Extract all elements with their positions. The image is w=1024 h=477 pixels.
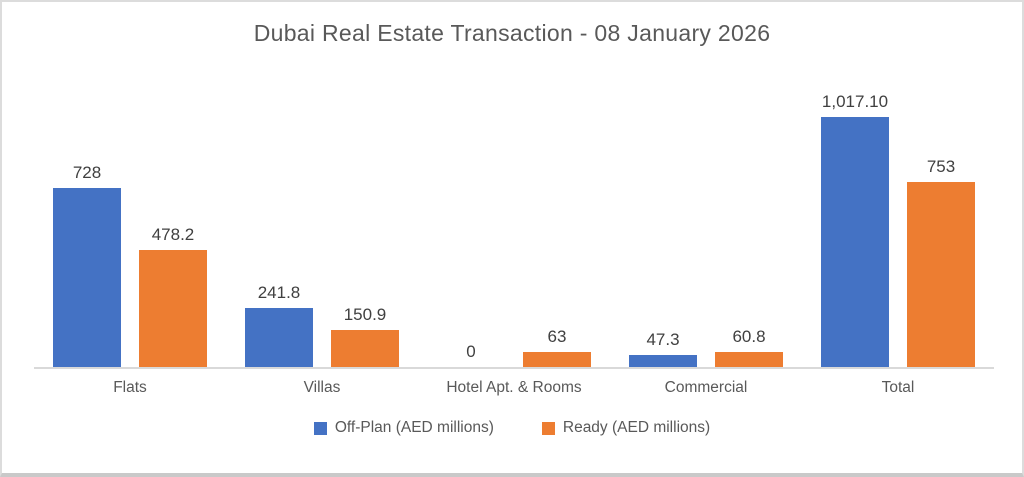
bar-group-villas: 241.8 150.9: [226, 283, 418, 367]
category-label-villas: Villas: [303, 379, 341, 396]
bar-wrap-ready-aed-millions-total: 753: [907, 157, 975, 367]
bar-group-flats: 728 478.2: [34, 163, 226, 367]
category-axis: Flats Villas Hotel Apt. & Rooms Commercial T…: [34, 379, 994, 397]
data-label-ready-aed-millions-hotel-apt-rooms: 63: [547, 327, 567, 346]
legend-item-off-plan-aed-millions: Off-Plan (AED millions): [313, 419, 494, 437]
data-label-ready-aed-millions-commercial: 60.8: [732, 327, 766, 346]
bar-group-commercial: 47.3 60.8: [610, 327, 802, 367]
bar-group-total: 1,017.10 753: [802, 92, 994, 367]
data-label-ready-aed-millions-villas: 150.9: [343, 305, 387, 324]
bar-off-plan-aed-millions-total: [821, 117, 889, 367]
chart-title: Dubai Real Estate Transaction - 08 Janua…: [253, 20, 771, 46]
bar-wrap-ready-aed-millions-flats: 478.2: [139, 225, 207, 367]
plot-area: 728 478.2 241.8 150.9 0 63 47.3 60.8 1,017.10 753: [34, 89, 994, 369]
category-label-commercial: Commercial: [664, 379, 748, 396]
category-label-flats: Flats: [113, 379, 147, 396]
data-label-ready-aed-millions-total: 753: [926, 157, 956, 176]
category-label-total: Total: [881, 379, 915, 396]
bar-ready-aed-millions-total: [907, 182, 975, 367]
bar-off-plan-aed-millions-commercial: [629, 355, 697, 367]
legend-label-off-plan-aed-millions: Off-Plan (AED millions): [334, 419, 494, 436]
bar-ready-aed-millions-hotel-apt-rooms: [523, 352, 591, 367]
bar-off-plan-aed-millions-villas: [245, 308, 313, 367]
bar-wrap-off-plan-aed-millions-flats: 728: [53, 163, 121, 367]
data-label-ready-aed-millions-flats: 478.2: [151, 225, 195, 244]
bar-wrap-ready-aed-millions-hotel-apt-rooms: 63: [523, 327, 591, 367]
legend-label-ready-aed-millions: Ready (AED millions): [562, 419, 711, 436]
bar-wrap-off-plan-aed-millions-villas: 241.8: [245, 283, 313, 367]
bar-wrap-off-plan-aed-millions-commercial: 47.3: [629, 330, 697, 367]
bar-wrap-ready-aed-millions-commercial: 60.8: [715, 327, 783, 367]
legend-item-ready-aed-millions: Ready (AED millions): [541, 419, 711, 437]
bar-ready-aed-millions-flats: [139, 250, 207, 367]
data-label-off-plan-aed-millions-villas: 241.8: [257, 283, 301, 302]
bar-wrap-off-plan-aed-millions-total: 1,017.10: [821, 92, 889, 367]
bar-ready-aed-millions-commercial: [715, 352, 783, 367]
category-label-hotel-apt-rooms: Hotel Apt. & Rooms: [446, 379, 582, 396]
data-label-off-plan-aed-millions-hotel-apt-rooms: 0: [466, 342, 476, 361]
bar-wrap-off-plan-aed-millions-hotel-apt-rooms: 0: [437, 342, 505, 367]
bar-wrap-ready-aed-millions-villas: 150.9: [331, 305, 399, 367]
data-label-off-plan-aed-millions-total: 1,017.10: [821, 92, 889, 111]
legend-swatch-ready-aed-millions: [541, 421, 555, 435]
bar-group-hotel-apt-rooms: 0 63: [418, 327, 610, 367]
legend-swatch-off-plan-aed-millions: [313, 421, 327, 435]
bar-ready-aed-millions-villas: [331, 330, 399, 367]
data-label-off-plan-aed-millions-flats: 728: [72, 163, 102, 182]
data-label-off-plan-aed-millions-commercial: 47.3: [646, 330, 680, 349]
legend: Off-Plan (AED millions) Ready (AED millio…: [2, 419, 1022, 437]
bar-off-plan-aed-millions-flats: [53, 188, 121, 367]
